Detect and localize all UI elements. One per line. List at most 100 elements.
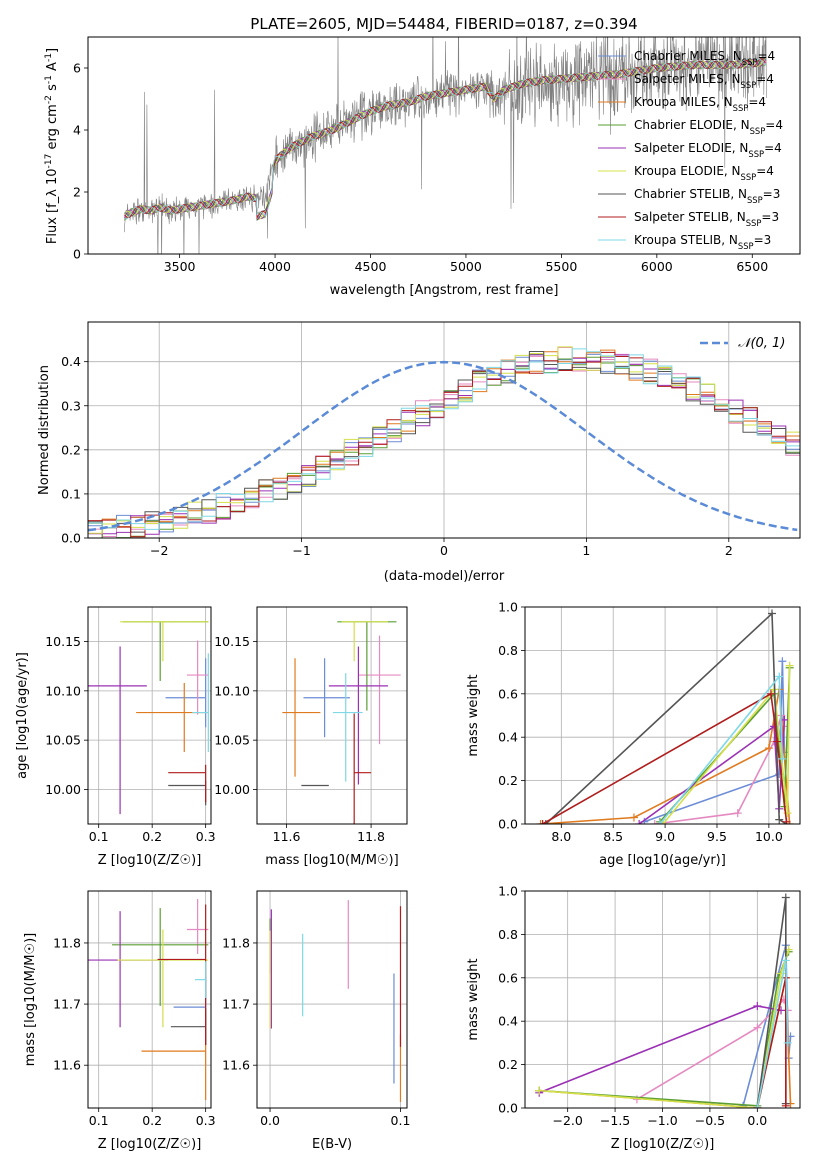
y-tick-label: 10.15 bbox=[45, 634, 81, 649]
y-tick-label: 0.1 bbox=[61, 486, 81, 501]
mass-age-panel: 11.6 11.8 10.00 10.05 10.10 10.15 mass [log10(… bbox=[214, 606, 408, 868]
x-tick-label: 3500 bbox=[164, 259, 196, 274]
x-tick-label: 2 bbox=[725, 543, 733, 558]
weight-line bbox=[638, 719, 786, 824]
x-tick-label: 6500 bbox=[736, 259, 768, 274]
y-tick-label: 6 bbox=[73, 61, 81, 76]
weight-marker bbox=[778, 754, 787, 763]
x-tick-label: 9.0 bbox=[655, 829, 675, 844]
y-tick-label: 0.0 bbox=[498, 817, 518, 832]
x-tick-label: 8.5 bbox=[603, 829, 623, 844]
x-tick-label: 5500 bbox=[545, 259, 577, 274]
y-tick-label: 10.10 bbox=[214, 683, 250, 698]
legend-label: Chabrier MILES, NSSP=4 bbox=[634, 49, 775, 67]
weight-line bbox=[654, 712, 786, 824]
legend-label: Salpeter MILES, NSSP=4 bbox=[634, 72, 774, 90]
weight-marker bbox=[780, 715, 789, 724]
weight-marker bbox=[650, 820, 659, 824]
legend-label: Chabrier ELODIE, NSSP=4 bbox=[634, 118, 783, 136]
x-tick-label: 10.0 bbox=[755, 829, 783, 844]
legend-label: 𝒩(0, 1) bbox=[738, 336, 785, 351]
weight-marker bbox=[783, 1038, 792, 1047]
weight-marker bbox=[781, 1101, 790, 1108]
y-tick-label: 0.6 bbox=[498, 970, 518, 985]
y-tick-label: 10.00 bbox=[45, 782, 81, 797]
y-tick-label: 2 bbox=[73, 185, 81, 200]
x-tick-label: 6000 bbox=[641, 259, 673, 274]
legend-label: Kroupa MILES, NSSP=4 bbox=[634, 95, 766, 113]
normal-curve-line bbox=[88, 360, 798, 532]
x-tick-label: 9.5 bbox=[707, 829, 727, 844]
spectrum-panel: 3500 4000 4500 5000 5500 6000 6500 0 2 4 6 Chabrier… bbox=[44, 36, 801, 298]
weight-marker bbox=[753, 1002, 762, 1011]
legend-label: Kroupa STELIB, NSSP=3 bbox=[634, 233, 771, 251]
axes-frame bbox=[87, 606, 212, 825]
y-axis-label: mass [log10(M/M☉)] bbox=[23, 933, 38, 1066]
legend-label: Salpeter STELIB, NSSP=3 bbox=[634, 210, 779, 228]
axes-frame bbox=[256, 890, 408, 1109]
axes-frame bbox=[524, 890, 801, 1109]
x-tick-label: 0.3 bbox=[196, 829, 216, 844]
weight-marker bbox=[655, 820, 664, 824]
weight-marker bbox=[773, 737, 782, 746]
weight-marker bbox=[753, 1023, 762, 1032]
age-weight-panel: 8.0 8.5 9.0 9.5 10.0 0.0 0.2 0.4 0.6 0.8 1.0 age [l… bbox=[466, 600, 801, 868]
x-axis-label: E(B-V) bbox=[312, 1137, 352, 1152]
y-tick-label: 1.0 bbox=[498, 884, 518, 899]
weight-marker bbox=[785, 661, 794, 670]
weight-marker bbox=[629, 813, 638, 822]
z-mass-panel: 0.1 0.2 0.3 11.6 11.7 11.8 Z [log10(Z/Z☉)] mass… bbox=[23, 890, 216, 1152]
spectrum-model-line bbox=[124, 57, 766, 221]
x-tick-label: 0.2 bbox=[142, 829, 162, 844]
y-tick-label: 10.10 bbox=[45, 683, 81, 698]
y-axis-label: Flux [f_λ 10-17 erg cm-2 s-1 A-1] bbox=[44, 48, 60, 244]
x-axis-label: (data-model)/error bbox=[384, 569, 505, 584]
axes-frame bbox=[87, 36, 801, 255]
y-tick-label: 0.6 bbox=[498, 686, 518, 701]
y-tick-label: 0.4 bbox=[498, 730, 518, 745]
weight-marker bbox=[775, 815, 784, 824]
y-tick-label: 10.15 bbox=[214, 634, 250, 649]
y-tick-label: 11.7 bbox=[53, 997, 81, 1012]
weight-marker bbox=[781, 956, 790, 965]
residuals-panel: −2 −1 0 1 2 0.0 0.1 0.2 0.3 0.4 𝒩(0, 1) (data-model… bbox=[37, 321, 801, 584]
x-tick-label: 11.6 bbox=[273, 829, 301, 844]
y-axis-label: mass weight bbox=[466, 958, 481, 1040]
weight-line bbox=[542, 692, 788, 824]
x-tick-label: 0.1 bbox=[89, 829, 109, 844]
x-tick-label: 5000 bbox=[450, 259, 482, 274]
y-tick-label: 10.05 bbox=[45, 733, 81, 748]
weight-marker bbox=[775, 672, 784, 681]
y-tick-label: 10.00 bbox=[214, 782, 250, 797]
weight-marker bbox=[635, 820, 644, 824]
weight-marker bbox=[781, 893, 790, 902]
axes-frame bbox=[256, 606, 408, 825]
weight-marker bbox=[764, 744, 773, 753]
x-tick-label: 0.2 bbox=[142, 1113, 162, 1128]
x-tick-label: 0.1 bbox=[89, 1113, 109, 1128]
y-tick-label: 0.2 bbox=[61, 442, 81, 457]
y-axis-label: Normed distribution bbox=[37, 365, 52, 495]
weight-marker bbox=[782, 817, 791, 824]
weight-marker bbox=[778, 657, 787, 666]
weight-line bbox=[538, 1005, 782, 1094]
y-tick-label: 11.8 bbox=[53, 935, 81, 950]
weight-marker bbox=[739, 1101, 748, 1108]
x-tick-label: −2.0 bbox=[552, 1113, 582, 1128]
axes-frame bbox=[87, 890, 212, 1109]
y-tick-label: 11.6 bbox=[222, 1058, 250, 1073]
y-tick-label: 0.2 bbox=[498, 773, 518, 788]
x-tick-label: 0 bbox=[440, 543, 448, 558]
axes-frame bbox=[87, 321, 801, 539]
x-tick-label: −2 bbox=[150, 543, 168, 558]
x-tick-label: 4500 bbox=[355, 259, 387, 274]
y-tick-label: 0 bbox=[73, 247, 81, 262]
x-axis-label: Z [log10(Z/Z☉)] bbox=[98, 853, 202, 868]
y-tick-label: 0.8 bbox=[498, 643, 518, 658]
weight-marker bbox=[766, 689, 775, 698]
x-axis-label: Z [log10(Z/Z☉)] bbox=[611, 1137, 715, 1152]
weight-line bbox=[662, 665, 791, 824]
x-tick-label: 0.1 bbox=[391, 1113, 411, 1128]
x-axis-label: Z [log10(Z/Z☉)] bbox=[98, 1137, 202, 1152]
